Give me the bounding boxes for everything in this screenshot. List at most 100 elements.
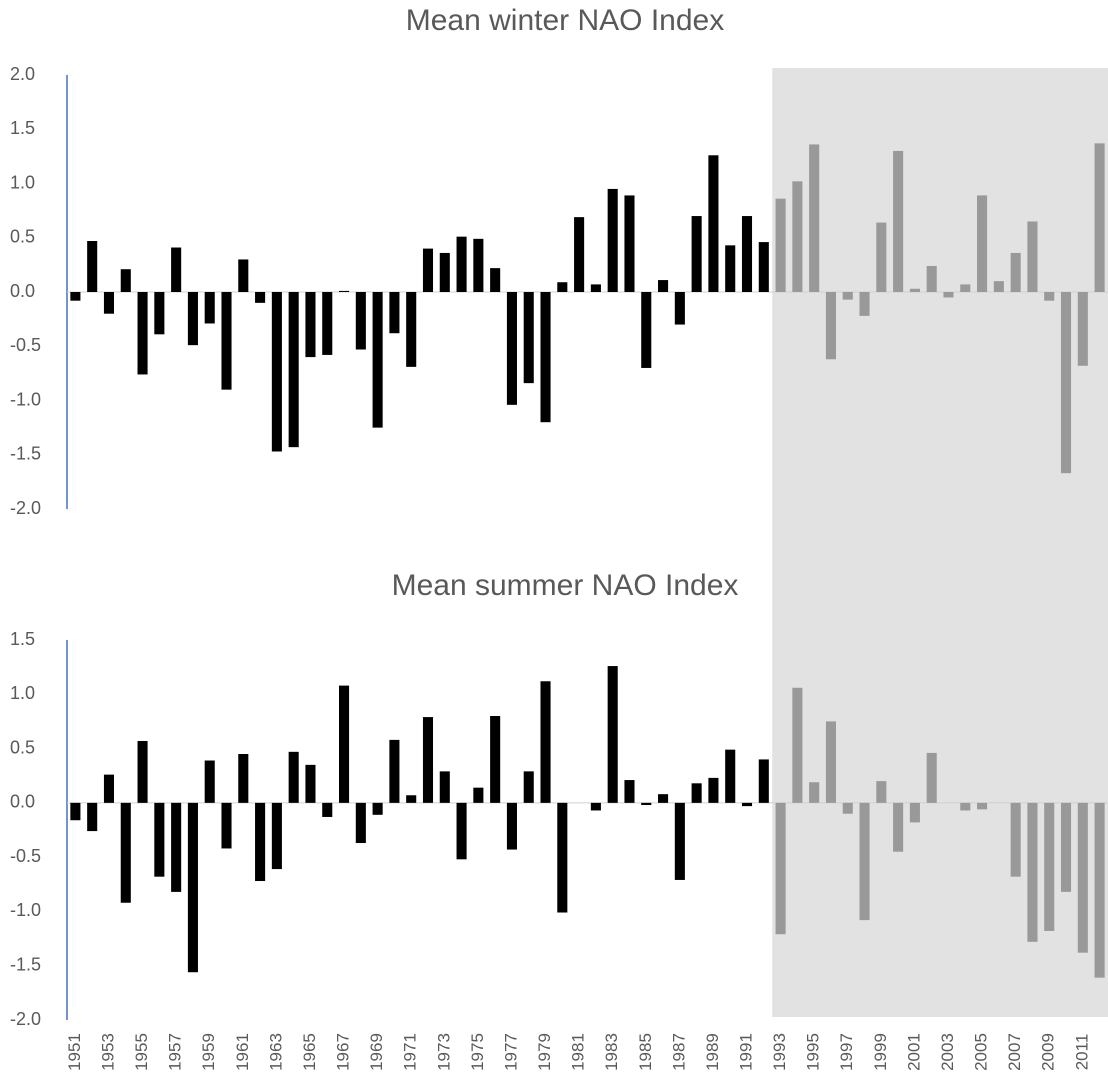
bar [87, 802, 98, 832]
bar [960, 284, 971, 292]
bar [372, 292, 383, 428]
bar [1044, 802, 1055, 931]
x-tick-label: 1997 [837, 1033, 856, 1071]
bar [204, 760, 215, 803]
bar [658, 794, 669, 803]
y-tick-label: -2.0 [10, 498, 41, 518]
bar [221, 292, 232, 390]
bar [859, 292, 870, 316]
bar [305, 764, 316, 803]
y-tick-label: -1.5 [10, 954, 41, 974]
bar [909, 288, 920, 292]
bar [70, 802, 81, 821]
bar [187, 802, 198, 973]
x-tick-label: 2003 [938, 1033, 957, 1071]
bar [70, 292, 81, 301]
x-tick-label: 2009 [1039, 1033, 1058, 1071]
bar [456, 802, 467, 860]
x-tick-label: 2007 [1005, 1033, 1024, 1071]
bar [960, 802, 971, 811]
x-tick-label: 1983 [602, 1033, 621, 1071]
bar [204, 292, 215, 324]
bar [725, 749, 736, 803]
bar [674, 802, 685, 880]
bar [1010, 802, 1021, 877]
y-tick-label: 1.5 [10, 629, 35, 649]
bar [171, 247, 182, 292]
bar [271, 292, 282, 452]
bar [439, 771, 450, 803]
bar [422, 717, 434, 803]
bar [1094, 802, 1105, 978]
bar [456, 236, 467, 292]
bar [238, 754, 249, 803]
x-tick-label: 1971 [401, 1033, 420, 1071]
y-tick-label: -1.0 [10, 389, 41, 409]
bar [355, 802, 366, 844]
bar [859, 802, 870, 921]
bar [842, 292, 853, 300]
bar [574, 217, 585, 292]
bar [977, 195, 988, 292]
bar [708, 777, 719, 803]
x-tick-label: 1953 [98, 1033, 117, 1071]
bar [1027, 221, 1038, 292]
bar [758, 242, 769, 292]
x-tick-label: 1973 [434, 1033, 453, 1071]
bar [775, 802, 786, 935]
bar [658, 280, 669, 292]
bar [943, 292, 954, 298]
y-tick-label: -1.0 [10, 900, 41, 920]
bar [725, 245, 736, 292]
bar [355, 292, 366, 350]
x-tick-label: 1979 [535, 1033, 554, 1071]
bar [490, 268, 501, 292]
bar [977, 802, 988, 810]
bar [792, 687, 803, 803]
bar [909, 802, 920, 823]
bar [171, 802, 182, 892]
bar [372, 802, 383, 815]
bar [842, 802, 853, 814]
bar [741, 802, 753, 807]
y-tick-label: 0.0 [10, 281, 35, 301]
bar [439, 252, 450, 292]
bar [187, 292, 198, 346]
bar [641, 292, 652, 368]
y-tick-label: 0.0 [10, 792, 35, 812]
chart-title: Mean summer NAO Index [392, 569, 739, 602]
bar [322, 802, 333, 817]
bar [339, 685, 350, 803]
bar [741, 216, 753, 292]
x-tick-label: 1967 [334, 1033, 353, 1071]
bar [1044, 292, 1055, 301]
bar [758, 759, 769, 803]
x-tick-label: 2005 [972, 1033, 991, 1071]
bar [288, 292, 299, 448]
bar [271, 802, 282, 870]
y-tick-label: -0.5 [10, 846, 41, 866]
bar [103, 774, 115, 803]
x-tick-label: 1987 [669, 1033, 688, 1071]
bar [154, 292, 165, 335]
bar [926, 752, 937, 803]
bar [557, 282, 568, 292]
bar [708, 155, 719, 292]
bar [473, 238, 484, 292]
bar [255, 292, 266, 303]
bar [607, 188, 618, 292]
bar [809, 144, 820, 292]
y-tick-label: 0.5 [10, 227, 35, 247]
y-tick-label: 1.0 [10, 172, 35, 192]
bar [775, 198, 786, 292]
x-tick-label: 1965 [300, 1033, 319, 1071]
bar [422, 248, 434, 292]
x-tick-label: 1991 [736, 1033, 755, 1071]
bar [624, 195, 635, 292]
bar [876, 222, 887, 292]
bar [103, 292, 115, 314]
bar [154, 802, 165, 877]
bar [473, 787, 484, 803]
